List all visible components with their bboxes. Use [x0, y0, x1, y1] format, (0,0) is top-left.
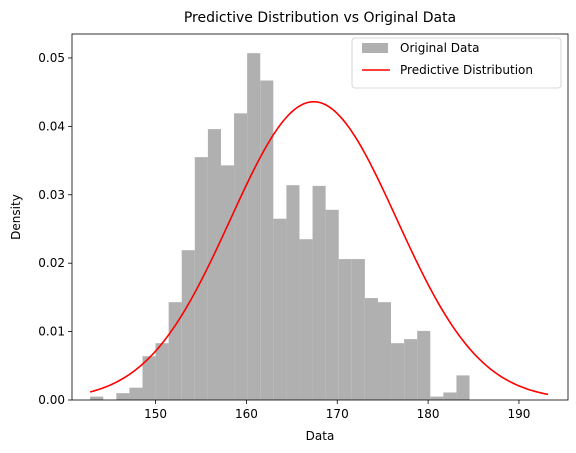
histogram-bar: [430, 396, 444, 400]
legend-label-predictive-distribution: Predictive Distribution: [400, 63, 533, 77]
x-tick-label: 160: [235, 407, 258, 421]
histogram-bar: [325, 209, 339, 400]
histogram-bar: [181, 250, 195, 400]
histogram-bar: [168, 302, 182, 400]
histogram-bar: [364, 298, 378, 400]
y-tick-label: 0.05: [38, 51, 65, 65]
legend-swatch-original-data: [362, 43, 388, 53]
histogram-bar: [312, 185, 326, 400]
legend-box: [351, 37, 562, 89]
histogram-bar: [207, 129, 221, 400]
y-axis-label: Density: [9, 194, 23, 240]
legend: Original Data Predictive Distribution: [351, 37, 562, 89]
histogram-bar: [456, 375, 470, 400]
histogram-bar: [338, 259, 352, 400]
x-tick-label: 170: [326, 407, 349, 421]
histogram-bar: [116, 393, 130, 400]
histogram-bars: [90, 53, 470, 401]
histogram-bar: [129, 387, 143, 400]
y-tick-label: 0.03: [38, 188, 65, 202]
y-tick-label: 0.00: [38, 393, 65, 407]
histogram-bar: [351, 259, 365, 400]
x-axis-ticks: 150 160 170 180 190: [144, 400, 530, 421]
y-axis-ticks: 0.00 0.01 0.02 0.03 0.04 0.05: [38, 51, 72, 407]
x-tick-label: 150: [144, 407, 167, 421]
chart-title: Predictive Distribution vs Original Data: [184, 10, 456, 26]
histogram-bar: [377, 302, 392, 400]
legend-label-original-data: Original Data: [400, 41, 479, 55]
histogram-bar: [90, 396, 104, 400]
y-tick-label: 0.04: [38, 119, 65, 133]
histogram-bar: [155, 343, 169, 400]
histogram-bar: [142, 356, 156, 400]
y-tick-label: 0.01: [38, 325, 65, 339]
x-axis-label: Data: [306, 429, 335, 443]
histogram-bar: [417, 330, 431, 400]
histogram-bar: [220, 165, 235, 400]
histogram-bar: [247, 53, 261, 400]
histogram-bar: [234, 113, 248, 401]
histogram-bar: [286, 185, 300, 400]
x-tick-label: 190: [507, 407, 530, 421]
histogram-bar: [273, 218, 287, 400]
histogram-bar: [391, 343, 405, 400]
plot-frame: [71, 33, 569, 401]
x-tick-label: 180: [417, 407, 440, 421]
histogram-bar: [404, 339, 418, 400]
histogram-bar: [443, 392, 457, 400]
histogram-bar: [299, 239, 313, 400]
histogram-bar: [260, 80, 274, 400]
predictive-distribution-line: [89, 100, 549, 396]
y-tick-label: 0.02: [38, 256, 65, 270]
